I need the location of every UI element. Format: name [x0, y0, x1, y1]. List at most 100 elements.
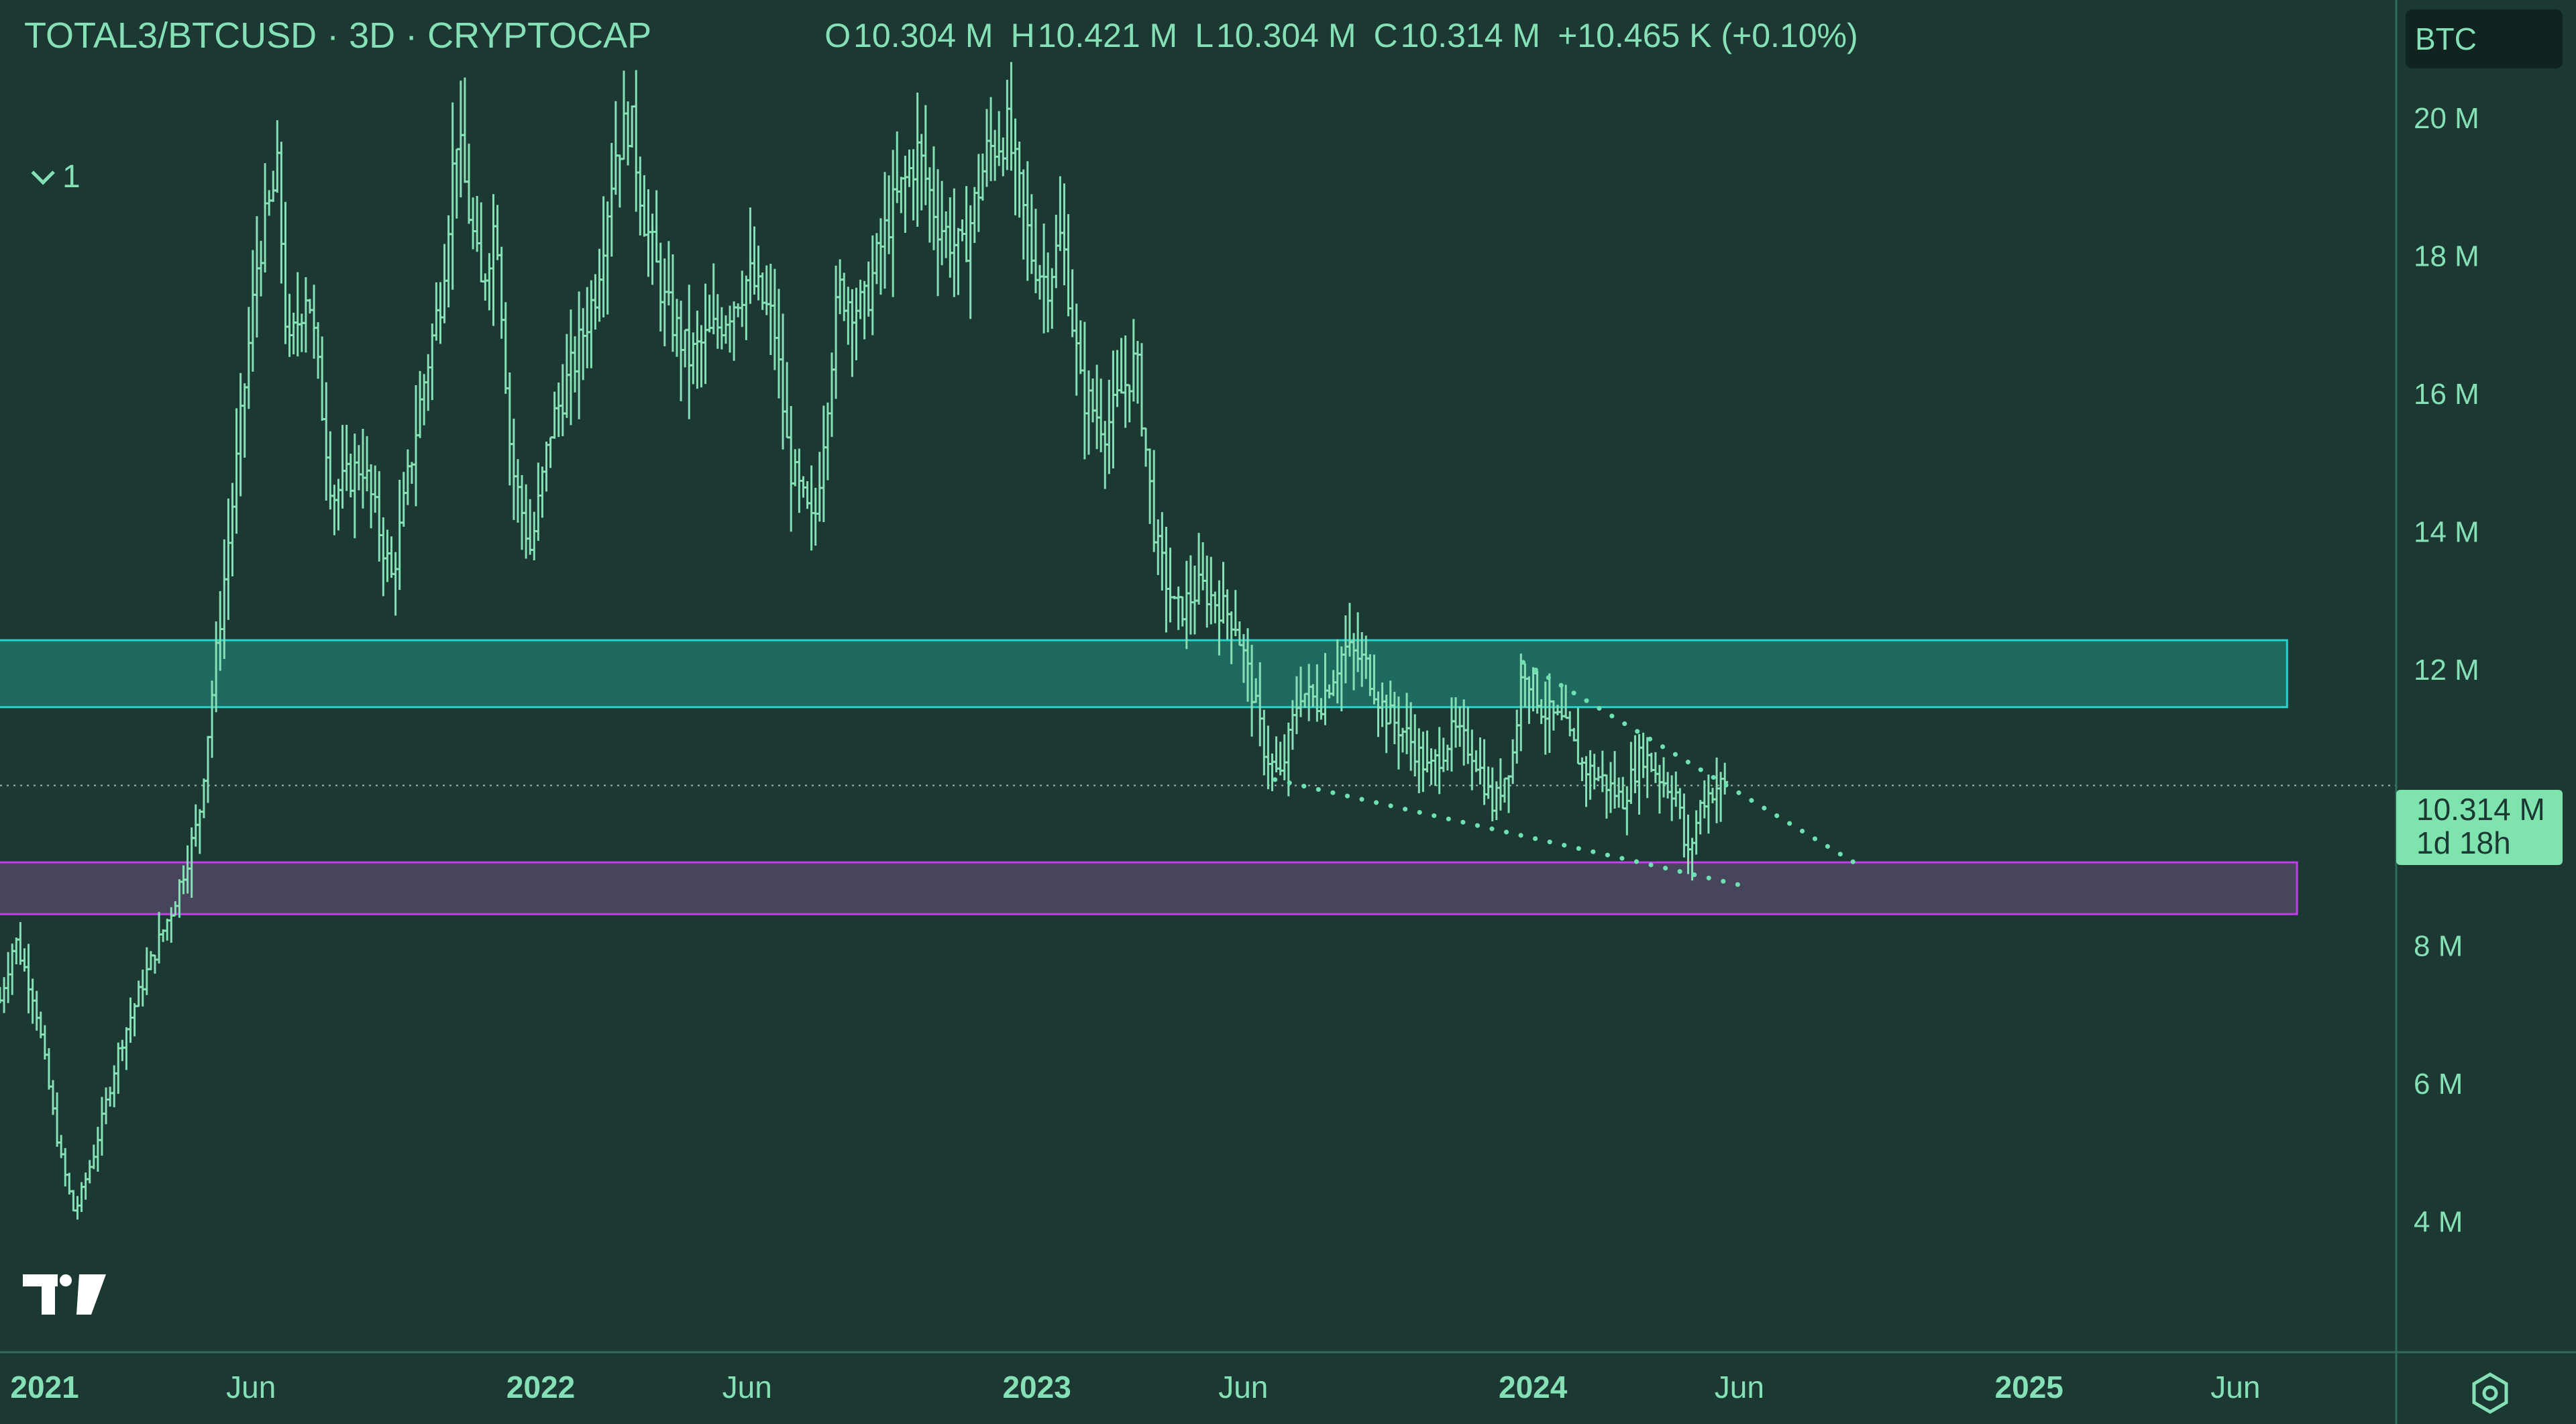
close-number: 10.314 M [1400, 17, 1541, 54]
ohlc-bar [930, 146, 937, 250]
ohlc-bar [1578, 757, 1586, 781]
x-tick-label: Jun [2210, 1370, 2260, 1405]
x-tick-label: Jun [1715, 1370, 1764, 1405]
ohlc-bar [486, 253, 493, 311]
ohlc-bar [1640, 732, 1647, 778]
ohlc-bar [196, 809, 203, 854]
ohlc-bar [1656, 764, 1663, 814]
ohlc-bar [433, 282, 440, 341]
x-tick-label: Jun [226, 1370, 276, 1405]
ohlc-bar [955, 227, 962, 295]
ohlc-bar [1701, 780, 1708, 819]
ohlc-bar [425, 354, 432, 411]
ohlc-bar [514, 459, 521, 523]
ohlc-bar [1093, 364, 1101, 450]
ohlc-bar [25, 944, 32, 1014]
ohlc-bar [857, 279, 864, 319]
ohlc-bar [70, 1190, 77, 1212]
resistance-zone [0, 639, 2288, 709]
ohlc-bar [498, 246, 505, 339]
ohlc-bar [123, 1027, 130, 1070]
ohlc-bar [1419, 731, 1427, 793]
ohlc-bar [841, 272, 848, 321]
zones-layer [0, 639, 2298, 915]
ohlc-bar [845, 287, 852, 345]
ohlc-bar [849, 289, 856, 377]
tradingview-logo-icon[interactable] [23, 1272, 106, 1319]
ohlc-bar [143, 947, 150, 995]
ohlc-bar [111, 1065, 118, 1107]
ohlc-bar [1635, 733, 1643, 815]
ohlc-bar [1497, 758, 1504, 811]
ohlc-bar [991, 130, 999, 181]
ohlc-bar [237, 372, 244, 497]
ohlc-bar [1142, 427, 1150, 467]
ohlc-bar [812, 487, 819, 546]
ohlc-bar [1676, 788, 1684, 819]
ohlc-bar [282, 201, 289, 344]
high-number: 10.421 M [1037, 17, 1178, 54]
symbol-title[interactable]: TOTAL3/BTCUSD · 3D · CRYPTOCAP [24, 15, 652, 56]
ohlc-bar [368, 464, 375, 529]
ohlc-bar [535, 462, 542, 541]
ohlc-bar [506, 372, 513, 486]
ohlc-bar [1118, 338, 1125, 394]
ohlc-bar [926, 167, 933, 243]
ohlc-bar [718, 307, 725, 350]
ohlc-bar [229, 482, 236, 576]
ohlc-bar [743, 275, 750, 340]
ohlc-bar [1134, 340, 1141, 404]
ohlc-bar [686, 285, 693, 419]
ohlc-bar [164, 919, 171, 941]
settings-gear-icon[interactable] [2466, 1369, 2514, 1417]
ohlc-bar [1110, 350, 1117, 469]
ohlc-bar [559, 364, 566, 436]
ohlc-bar [103, 1087, 110, 1125]
ohlc-bar [706, 295, 713, 333]
ohlc-bar [710, 263, 717, 335]
ohlc-bar [359, 429, 366, 509]
indicators-toggle[interactable]: 1 [31, 158, 80, 195]
ohlc-bar [1195, 533, 1203, 605]
ohlc-bar [682, 329, 689, 368]
ohlc-bar [604, 201, 611, 315]
ohlc-bar [355, 445, 362, 491]
x-tick-label: Jun [722, 1370, 772, 1405]
ohlc-bar [979, 153, 986, 201]
ohlc-bar [1428, 748, 1435, 785]
ohlc-bar [343, 424, 350, 491]
ohlc-bar [621, 70, 628, 160]
ohlc-bar [466, 144, 473, 224]
ohlc-bar [861, 281, 868, 340]
ohlc-bar [576, 291, 583, 419]
ohlc-bar [404, 449, 411, 505]
ohlc-bar [1, 977, 8, 1013]
ohlc-bar [510, 418, 517, 520]
ohlc-bar [1623, 786, 1631, 835]
ohlc-bar [1081, 321, 1088, 460]
ohlc-bar [298, 313, 305, 352]
ohlc-bar [1693, 810, 1700, 855]
ohlc-bar [1212, 591, 1219, 623]
y-tick-label: 20 M [2414, 102, 2479, 135]
ohlc-bar [1285, 722, 1292, 797]
ohlc-bar [971, 187, 978, 243]
ohlc-bar [877, 218, 884, 295]
open-value: O10.304 M [824, 16, 993, 55]
support-zone [0, 861, 2298, 915]
ohlc-bar [1028, 194, 1035, 274]
ohlc-bar [735, 303, 742, 317]
ohlc-bar [1167, 548, 1174, 623]
ohlc-bar [674, 299, 681, 357]
ohlc-bar [1146, 448, 1154, 524]
ohlc-bar [98, 1097, 105, 1156]
currency-button[interactable]: BTC [2406, 9, 2563, 68]
ohlc-bar [147, 951, 154, 970]
ohlc-bar [1273, 736, 1280, 772]
ohlc-bar [482, 273, 489, 301]
ohlc-bar [1448, 697, 1455, 772]
ohlc-bar [755, 246, 762, 301]
ohlc-bar [539, 466, 546, 518]
